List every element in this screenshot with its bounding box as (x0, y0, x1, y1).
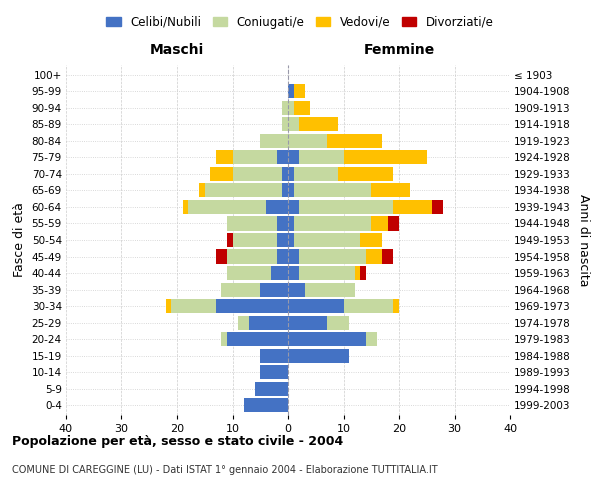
Bar (366, 332, 377, 346)
Bar (366, 250, 382, 264)
Bar (293, 101, 310, 115)
Bar (355, 266, 360, 280)
Bar (172, 299, 216, 313)
Bar (260, 282, 288, 296)
Bar (232, 150, 277, 164)
Bar (188, 200, 266, 214)
Bar (277, 233, 288, 247)
Bar (205, 184, 283, 198)
Bar (233, 167, 283, 181)
Bar (288, 216, 293, 230)
Bar (288, 250, 299, 264)
Bar (288, 184, 293, 198)
Bar (288, 266, 299, 280)
Bar (238, 316, 249, 330)
Bar (271, 266, 288, 280)
Bar (293, 184, 371, 198)
Bar (288, 134, 327, 148)
Bar (227, 266, 271, 280)
Bar (432, 200, 443, 214)
Bar (260, 134, 288, 148)
Bar (394, 200, 433, 214)
Bar (299, 200, 394, 214)
Bar (166, 299, 172, 313)
Bar (288, 84, 293, 98)
Bar (266, 200, 288, 214)
Bar (221, 282, 260, 296)
Bar (211, 167, 233, 181)
Text: COMUNE DI CAREGGINE (LU) - Dati ISTAT 1° gennaio 2004 - Elaborazione TUTTITALIA.: COMUNE DI CAREGGINE (LU) - Dati ISTAT 1°… (12, 465, 437, 475)
Bar (199, 184, 205, 198)
Bar (227, 216, 277, 230)
Bar (299, 266, 355, 280)
Bar (288, 316, 327, 330)
Bar (388, 216, 399, 230)
Y-axis label: Anni di nascita: Anni di nascita (577, 194, 590, 286)
Bar (277, 216, 288, 230)
Bar (283, 101, 288, 115)
Bar (299, 118, 338, 132)
Bar (288, 118, 299, 132)
Bar (293, 167, 338, 181)
Bar (216, 299, 288, 313)
Bar (288, 299, 343, 313)
Y-axis label: Fasce di età: Fasce di età (13, 202, 26, 278)
Bar (283, 184, 288, 198)
Bar (288, 167, 293, 181)
Bar (343, 150, 427, 164)
Bar (343, 299, 394, 313)
Bar (327, 134, 382, 148)
Bar (371, 216, 388, 230)
Bar (182, 200, 188, 214)
Bar (293, 84, 305, 98)
Bar (249, 316, 288, 330)
Bar (305, 282, 355, 296)
Text: Maschi: Maschi (150, 42, 204, 56)
Text: Popolazione per età, sesso e stato civile - 2004: Popolazione per età, sesso e stato civil… (12, 435, 343, 448)
Bar (216, 150, 233, 164)
Bar (283, 118, 288, 132)
Bar (260, 348, 288, 362)
Bar (227, 233, 233, 247)
Bar (360, 233, 382, 247)
Bar (221, 332, 227, 346)
Bar (371, 184, 410, 198)
Bar (277, 150, 288, 164)
Bar (288, 332, 366, 346)
Bar (232, 233, 277, 247)
Bar (360, 266, 366, 280)
Bar (288, 101, 293, 115)
Bar (327, 316, 349, 330)
Bar (227, 332, 288, 346)
Bar (244, 398, 288, 412)
Bar (382, 250, 394, 264)
Bar (299, 150, 343, 164)
Bar (394, 299, 399, 313)
Bar (338, 167, 394, 181)
Bar (288, 150, 299, 164)
Bar (288, 233, 293, 247)
Bar (288, 282, 305, 296)
Bar (260, 365, 288, 379)
Bar (254, 382, 288, 396)
Bar (288, 200, 299, 214)
Bar (293, 233, 360, 247)
Text: Femmine: Femmine (364, 42, 434, 56)
Bar (277, 250, 288, 264)
Bar (227, 250, 277, 264)
Bar (216, 250, 227, 264)
Bar (283, 167, 288, 181)
Bar (299, 250, 366, 264)
Bar (288, 348, 349, 362)
Legend: Celibi/Nubili, Coniugati/e, Vedovi/e, Divorziati/e: Celibi/Nubili, Coniugati/e, Vedovi/e, Di… (101, 11, 499, 34)
Bar (293, 216, 371, 230)
